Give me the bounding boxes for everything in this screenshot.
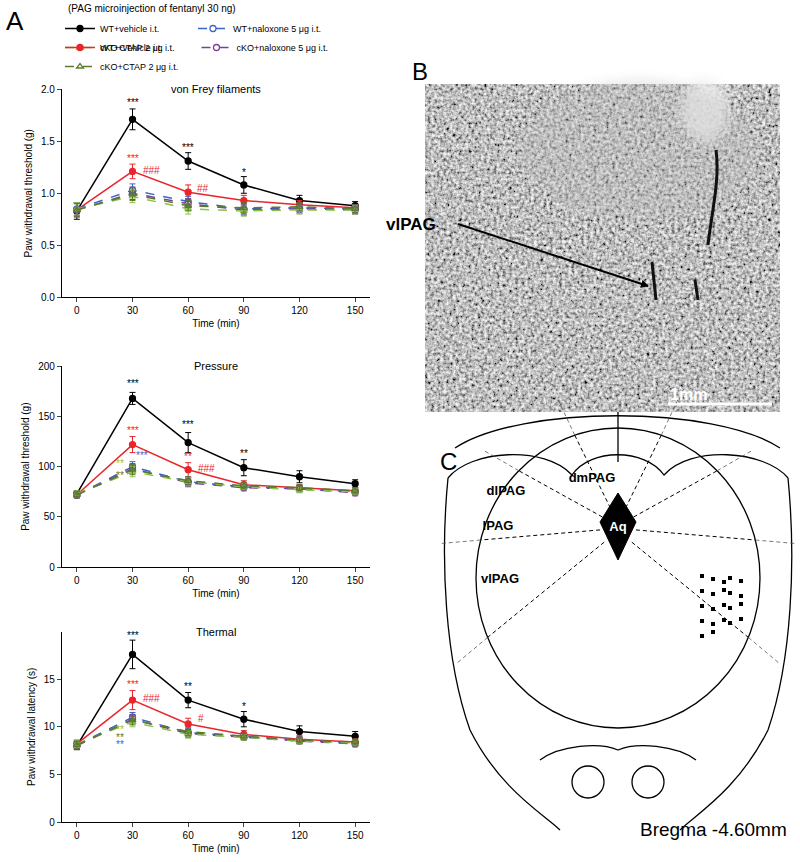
svg-text:***: *** xyxy=(182,142,194,153)
svg-text:***: *** xyxy=(127,378,139,389)
svg-text:30: 30 xyxy=(127,830,139,841)
svg-text:**: ** xyxy=(184,681,192,692)
svg-text:120: 120 xyxy=(291,305,308,316)
svg-text:0: 0 xyxy=(74,305,80,316)
svg-text:cKO+vehicle i.t.: cKO+vehicle i.t. xyxy=(100,43,163,53)
svg-text:*: * xyxy=(242,701,246,712)
svg-text:(PAG microinjection of fentany: (PAG microinjection of fentanyl 30 ng) xyxy=(68,3,236,14)
svg-text:B: B xyxy=(412,58,428,85)
svg-text:100: 100 xyxy=(38,461,55,472)
svg-text:5: 5 xyxy=(49,769,55,780)
svg-text:90: 90 xyxy=(238,305,250,316)
svg-text:##: ## xyxy=(197,183,209,194)
svg-text:200: 200 xyxy=(38,361,55,372)
svg-text:150: 150 xyxy=(347,830,364,841)
svg-text:120: 120 xyxy=(291,575,308,586)
svg-text:0.5: 0.5 xyxy=(41,240,55,251)
svg-text:cKO+CTAP 2 μg i.t.: cKO+CTAP 2 μg i.t. xyxy=(100,62,178,72)
svg-text:120: 120 xyxy=(291,830,308,841)
svg-text:*: * xyxy=(242,167,246,178)
svg-text:***: *** xyxy=(127,153,139,164)
svg-text:***: *** xyxy=(127,425,139,436)
svg-text:***: *** xyxy=(127,630,139,641)
svg-text:Aq: Aq xyxy=(609,519,626,534)
svg-text:Paw withdrawal threshold (g): Paw withdrawal threshold (g) xyxy=(20,402,31,530)
svg-text:Time (min): Time (min) xyxy=(192,588,239,599)
svg-text:0: 0 xyxy=(74,575,80,586)
svg-text:0: 0 xyxy=(49,562,55,573)
svg-text:2.0: 2.0 xyxy=(41,84,55,95)
svg-text:**: ** xyxy=(116,739,124,750)
svg-text:vlPAG: vlPAG xyxy=(481,571,519,586)
svg-text:1.5: 1.5 xyxy=(41,136,55,147)
svg-text:**: ** xyxy=(184,451,192,462)
svg-text:90: 90 xyxy=(238,830,250,841)
svg-text:###: ### xyxy=(198,463,215,474)
svg-text:1mm: 1mm xyxy=(670,386,707,403)
svg-text:150: 150 xyxy=(347,305,364,316)
svg-text:60: 60 xyxy=(183,305,195,316)
svg-text:Bregma -4.60mm: Bregma -4.60mm xyxy=(640,819,787,840)
svg-text:***: *** xyxy=(136,450,148,461)
svg-text:50: 50 xyxy=(44,511,56,522)
svg-text:C: C xyxy=(440,448,457,475)
svg-text:Pressure: Pressure xyxy=(194,360,238,372)
svg-text:***: *** xyxy=(182,419,194,430)
svg-text:60: 60 xyxy=(183,575,195,586)
svg-text:WT+CTAP 2 μg i.t.: WT+CTAP 2 μg i.t. xyxy=(100,43,175,53)
svg-text:#: # xyxy=(198,713,204,724)
svg-text:cKO+naloxone 5 μg i.t.: cKO+naloxone 5 μg i.t. xyxy=(237,43,329,53)
svg-text:A: A xyxy=(6,6,24,36)
svg-text:dmPAG: dmPAG xyxy=(569,470,616,485)
svg-text:**: ** xyxy=(240,448,248,459)
svg-text:**: ** xyxy=(116,724,124,735)
svg-text:von Frey filaments: von Frey filaments xyxy=(171,83,261,95)
svg-text:60: 60 xyxy=(183,830,195,841)
svg-text:Time (min): Time (min) xyxy=(192,318,239,329)
svg-text:**: ** xyxy=(116,458,124,469)
svg-text:0: 0 xyxy=(49,817,55,828)
svg-text:0.0: 0.0 xyxy=(41,292,55,303)
svg-text:150: 150 xyxy=(38,411,55,422)
svg-text:150: 150 xyxy=(347,575,364,586)
svg-text:90: 90 xyxy=(238,575,250,586)
svg-text:lPAG: lPAG xyxy=(483,518,514,533)
svg-text:vlPAG: vlPAG xyxy=(386,215,436,234)
svg-text:10: 10 xyxy=(44,721,56,732)
svg-text:30: 30 xyxy=(127,575,139,586)
svg-text:0: 0 xyxy=(74,830,80,841)
svg-text:Thermal: Thermal xyxy=(196,626,236,638)
svg-text:15: 15 xyxy=(44,674,56,685)
svg-text:Paw withdrawal threshold (g): Paw withdrawal threshold (g) xyxy=(23,129,34,257)
svg-text:***: *** xyxy=(127,679,139,690)
svg-text:WT+vehicle i.t.: WT+vehicle i.t. xyxy=(100,24,159,34)
svg-text:WT+naloxone 5 μg i.t.: WT+naloxone 5 μg i.t. xyxy=(233,24,321,34)
svg-text:dlPAG: dlPAG xyxy=(487,483,526,498)
svg-text:**: ** xyxy=(116,470,124,481)
svg-text:###: ### xyxy=(143,165,160,176)
svg-text:Time (min): Time (min) xyxy=(192,843,239,854)
svg-text:30: 30 xyxy=(127,305,139,316)
svg-text:1.0: 1.0 xyxy=(41,188,55,199)
svg-text:***: *** xyxy=(127,97,139,108)
svg-text:**: ** xyxy=(116,732,124,743)
svg-text:Paw withdrawal latency (s): Paw withdrawal latency (s) xyxy=(26,668,37,786)
svg-text:###: ### xyxy=(143,693,160,704)
